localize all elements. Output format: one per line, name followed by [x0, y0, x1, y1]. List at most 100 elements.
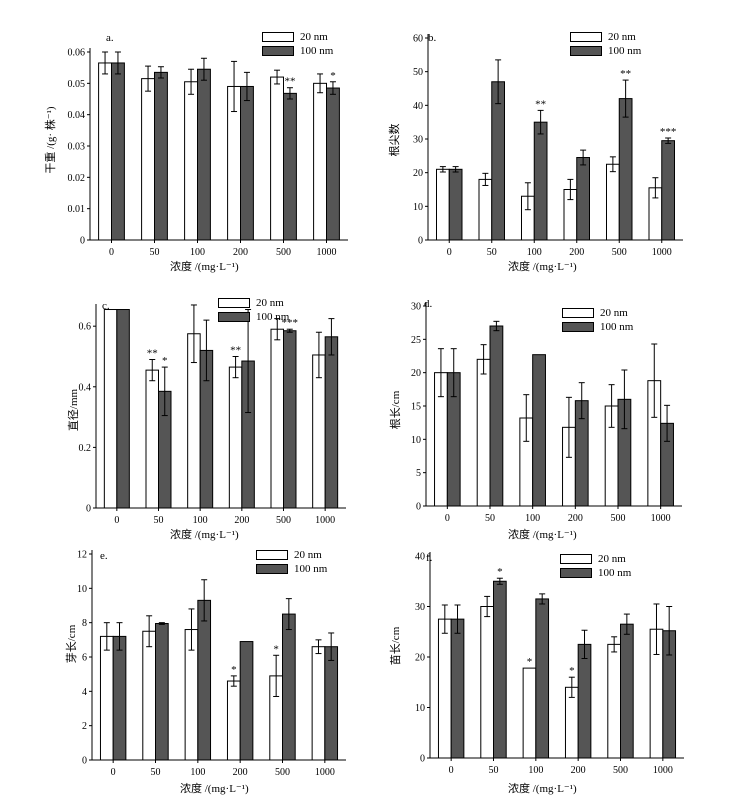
chart-f-plot: 0 10 20 30 40 0 50 * 100 * 200 * 500 1000: [415, 552, 684, 776]
x-tick-label: 50: [151, 767, 161, 778]
legend-swatch-white: [560, 554, 592, 564]
x-tick-label: 100: [190, 247, 205, 258]
y-tick-label: 2: [82, 721, 87, 732]
legend-swatch-dark: [560, 568, 592, 578]
x-tick-label: 0: [445, 513, 450, 524]
chart-panel-d: 0 5 10 15 20 25 30 0 50 100 200 500 1000 d. 根长/cm 浓度…: [368, 268, 737, 541]
bar-100nm: [197, 68, 211, 241]
significance-mark: **: [147, 348, 158, 360]
bar-100nm: [493, 580, 507, 759]
legend-label: 100 nm: [600, 320, 634, 333]
x-tick-label: 0: [449, 765, 454, 776]
x-tick-label: 1000: [315, 767, 335, 778]
bar-20nm: [103, 309, 118, 509]
chart-panel-b: 0 10 20 30 40 50 60 0 50 100 ** 200 500 ** 1000 *** b. …: [368, 0, 737, 273]
y-tick-label: 30: [413, 135, 423, 146]
bar-20nm: [480, 606, 495, 759]
bar-100nm: [239, 641, 254, 761]
legend-swatch-dark: [218, 312, 250, 322]
panel-e-label: e.: [100, 550, 108, 562]
bar-20nm: [270, 328, 284, 509]
chart-c-legend: 20 nm 100 nm: [218, 296, 289, 324]
chart-f-ylabel: 苗长/cm: [390, 626, 402, 666]
legend-swatch-white: [262, 32, 294, 42]
x-tick-label: 200: [233, 247, 248, 258]
bar-20nm: [437, 618, 452, 759]
y-tick-label: 10: [77, 584, 87, 595]
x-tick-label: 0: [114, 515, 119, 526]
y-tick-label: 40: [413, 101, 423, 112]
significance-mark: **: [230, 344, 241, 356]
chart-b-ylabel: 根尖数: [389, 123, 401, 157]
chart-c-plot: 00.20.40.60 50***100 200**500***1000: [79, 304, 346, 526]
y-tick-label: 0: [418, 236, 423, 247]
legend-label: 100 nm: [256, 310, 290, 323]
chart-a-legend: 20 nm 100 nm: [262, 30, 333, 58]
panel-d-label: d.: [424, 298, 433, 310]
x-tick-label: 100: [525, 513, 540, 524]
legend-swatch-dark: [562, 322, 594, 332]
bar-20nm: [142, 630, 157, 761]
significance-mark: ***: [660, 126, 677, 138]
y-tick-label: 0.04: [68, 110, 86, 121]
bar-20nm: [226, 680, 241, 761]
bar-100nm: [532, 354, 546, 507]
bar-20nm: [145, 369, 159, 509]
x-tick-label: 1000: [315, 515, 335, 526]
chart-e-plot: 0 2 4 6 8 10 12 0 50 100 200 * 500 * 1000: [77, 550, 346, 778]
x-tick-label: 100: [528, 765, 543, 776]
y-tick-label: 12: [77, 550, 87, 561]
y-tick-label: 0.02: [68, 173, 86, 184]
significance-mark: **: [620, 68, 631, 80]
x-tick-label: 500: [276, 515, 291, 526]
legend-swatch-white: [570, 32, 602, 42]
y-tick-label: 20: [411, 368, 421, 379]
significance-mark: *: [330, 70, 336, 82]
chart-f-legend: 20 nm 100 nm: [560, 552, 631, 580]
y-tick-label: 15: [411, 402, 421, 413]
x-tick-label: 50: [150, 247, 160, 258]
bar-100nm: [240, 85, 254, 241]
x-tick-label: 50: [487, 247, 497, 258]
bar-20nm: [184, 81, 199, 241]
legend-swatch-white: [562, 308, 594, 318]
x-tick-label: 500: [613, 765, 628, 776]
bar-100nm: [577, 643, 592, 759]
chart-d-ylabel: 根长/cm: [390, 390, 402, 430]
legend-label: 20 nm: [598, 552, 626, 565]
y-tick-label: 0.03: [68, 142, 86, 153]
chart-c-ylabel: 直径/mm: [68, 388, 80, 432]
bar-20nm: [98, 62, 112, 241]
legend-label: 20 nm: [600, 306, 628, 319]
y-tick-label: 0: [416, 502, 421, 513]
x-tick-label: 200: [233, 767, 248, 778]
significance-mark: *: [273, 643, 279, 655]
bar-20nm: [522, 667, 537, 759]
x-tick-label: 1000: [651, 513, 671, 524]
chart-d-legend: 20 nm 100 nm: [562, 306, 633, 334]
legend-swatch-white: [256, 550, 288, 560]
legend-item-20nm: 20 nm: [262, 30, 333, 44]
chart-d-xlabel: 浓度 /(mg·L⁻¹): [508, 529, 577, 541]
y-tick-label: 30: [415, 602, 425, 613]
x-tick-label: 200: [569, 247, 584, 258]
significance-mark: *: [231, 664, 237, 676]
chart-panel-a: 0 0.01 0.02 0.03 0.04 0.05 0.06 0 50 100 200 500 ** 1…: [0, 0, 368, 273]
y-tick-label: 50: [413, 67, 423, 78]
bar-100nm: [535, 598, 550, 759]
x-tick-label: 200: [234, 515, 249, 526]
legend-item-20nm: 20 nm: [570, 30, 641, 44]
chart-d-plot: 0 5 10 15 20 25 30 0 50 100 200 500 1000: [411, 302, 682, 524]
chart-c-xlabel: 浓度 /(mg·L⁻¹): [170, 529, 239, 541]
legend-swatch-white: [218, 298, 250, 308]
x-tick-label: 1000: [653, 765, 673, 776]
bar-100nm: [112, 635, 127, 761]
bar-20nm: [270, 76, 285, 241]
y-tick-label: 0.06: [68, 48, 86, 59]
y-tick-label: 20: [415, 653, 425, 664]
legend-item-100nm: 100 nm: [562, 320, 633, 334]
y-tick-label: 0.05: [68, 79, 86, 90]
bar-100nm: [448, 168, 463, 241]
bar-20nm: [606, 163, 620, 241]
legend-item-20nm: 20 nm: [256, 548, 327, 562]
